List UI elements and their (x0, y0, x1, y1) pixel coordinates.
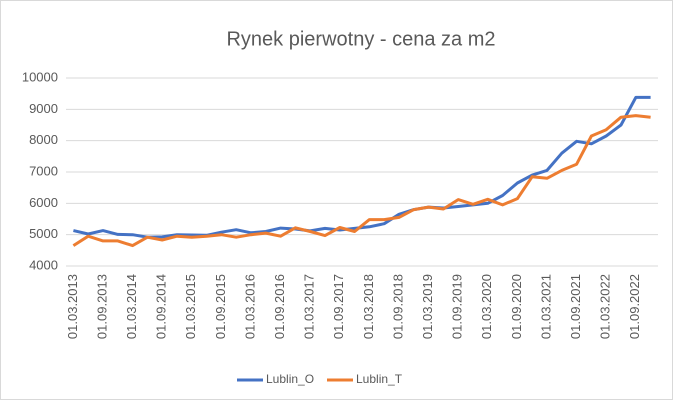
chart-title: Rynek pierwotny - cena za m2 (226, 28, 495, 50)
y-tick-label: 8000 (29, 132, 58, 147)
x-tick-label: 01.03.2018 (361, 274, 376, 339)
x-tick-label: 01.03.2017 (302, 274, 317, 339)
x-tick-label: 01.09.2021 (568, 274, 583, 339)
line-series (73, 95, 651, 239)
line-series (72, 114, 651, 248)
x-tick-label: 01.03.2022 (598, 274, 613, 339)
x-tick-label: 01.03.2020 (479, 274, 494, 339)
x-tick-label: 01.09.2022 (627, 274, 642, 339)
x-tick-label: 01.09.2017 (331, 274, 346, 339)
x-tick-label: 01.09.2020 (509, 274, 524, 339)
legend-label: Lublin_O (266, 372, 314, 386)
x-tick-label: 01.03.2014 (124, 274, 139, 339)
y-tick-label: 6000 (29, 195, 58, 210)
x-tick-label: 01.09.2016 (272, 274, 287, 339)
x-tick-label: 01.03.2016 (242, 274, 257, 339)
y-tick-label: 10000 (22, 69, 58, 84)
x-tick-label: 01.09.2014 (154, 274, 169, 339)
y-tick-label: 7000 (29, 163, 58, 178)
x-tick-label: 01.09.2019 (450, 274, 465, 339)
y-tick-label: 9000 (29, 101, 58, 116)
x-tick-label: 01.03.2019 (420, 274, 435, 339)
x-tick-label: 01.09.2018 (390, 274, 405, 339)
x-tick-label: 01.09.2015 (213, 274, 228, 339)
x-tick-label: 01.03.2021 (538, 274, 553, 339)
x-tick-label: 01.03.2013 (65, 274, 80, 339)
x-tick-label: 01.03.2015 (183, 274, 198, 339)
x-tick-label: 01.09.2013 (94, 274, 109, 339)
y-tick-label: 4000 (29, 257, 58, 272)
legend-label: Lublin_T (356, 372, 403, 386)
y-tick-label: 5000 (29, 226, 58, 241)
